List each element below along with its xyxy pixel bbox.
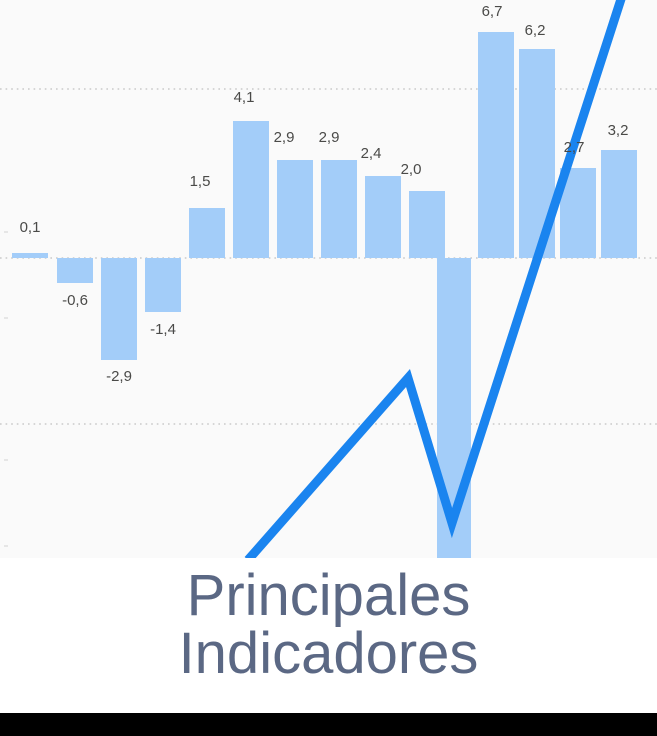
gridlines bbox=[0, 88, 657, 547]
bar-value-label: 2,9 bbox=[318, 129, 340, 146]
bar[interactable] bbox=[365, 176, 401, 258]
bar[interactable] bbox=[409, 191, 445, 258]
bar-value-label: -2,9 bbox=[106, 368, 132, 385]
bar-value-label: 6,7 bbox=[481, 3, 503, 20]
bar-value-label: -0,6 bbox=[62, 292, 88, 309]
bar[interactable] bbox=[233, 121, 269, 258]
bar-value-label: -1,4 bbox=[150, 321, 176, 338]
bar-value-label: 4,1 bbox=[233, 89, 255, 106]
bar[interactable] bbox=[321, 160, 357, 258]
bar[interactable] bbox=[478, 32, 514, 258]
bar[interactable] bbox=[277, 160, 313, 258]
chart-svg bbox=[0, 0, 657, 558]
bar[interactable] bbox=[101, 258, 137, 360]
page-title-line-1: Principales bbox=[186, 563, 471, 628]
bar-value-label: 2,7 bbox=[563, 139, 585, 156]
plot-area bbox=[0, 0, 657, 558]
trend-line[interactable] bbox=[244, 0, 626, 558]
chart-panel: 0,1 -0,6 -2,9 -1,4 1,5 4,1 2,9 2,9 2,4 2… bbox=[0, 0, 657, 558]
bar[interactable] bbox=[189, 208, 225, 258]
bar[interactable] bbox=[601, 150, 637, 258]
bottom-black-band bbox=[0, 713, 657, 736]
bar-value-label: 6,2 bbox=[524, 22, 546, 39]
bar-series bbox=[12, 32, 637, 558]
bar-value-label: 2,9 bbox=[273, 129, 295, 146]
bar[interactable] bbox=[57, 258, 93, 283]
bar-value-label: 3,2 bbox=[607, 122, 629, 139]
bar-value-label: 2,4 bbox=[360, 145, 382, 162]
page-title-line-2: Indicadores bbox=[178, 621, 479, 686]
bar[interactable] bbox=[145, 258, 181, 312]
bar-value-label: 1,5 bbox=[189, 173, 211, 190]
bar[interactable] bbox=[12, 253, 48, 258]
page-title: Principales Indicadores bbox=[0, 558, 657, 713]
bar-value-label: 2,0 bbox=[400, 161, 422, 178]
bar-value-label: 0,1 bbox=[19, 219, 41, 236]
